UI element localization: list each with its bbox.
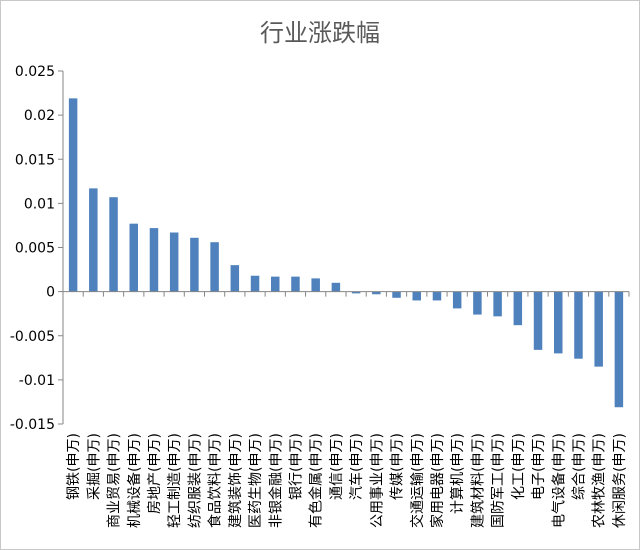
y-axis: 0.025 0.02 0.015 0.01 0.005 0 -0.005 -0.01 -0.01… xyxy=(10,64,64,433)
category-label: 通信(申万) xyxy=(329,433,345,500)
category-label: 电子(申万) xyxy=(531,433,547,500)
category-label: 银行(申万) xyxy=(288,433,304,500)
y-tick-label: 0.015 xyxy=(15,152,55,168)
chart-title: 行业涨跌幅 xyxy=(260,19,380,47)
bar xyxy=(190,237,199,292)
bar xyxy=(68,98,78,292)
y-tick-label: 0.005 xyxy=(15,241,55,257)
bar xyxy=(109,197,118,292)
category-label: 传媒(申万) xyxy=(390,433,406,500)
category-label: 国防军工(申万) xyxy=(491,433,507,528)
category-label: 交通运输(申万) xyxy=(409,433,426,528)
category-label: 轻工制造(申万) xyxy=(167,433,183,528)
y-tick-label: 0.01 xyxy=(24,196,55,212)
bar xyxy=(392,291,401,298)
category-label: 医药生物(申万) xyxy=(248,433,264,528)
category-label: 非银金融(申万) xyxy=(268,433,284,528)
category-label: 公用事业(申万) xyxy=(369,433,385,528)
bar xyxy=(129,223,138,292)
bar xyxy=(372,291,381,295)
bar xyxy=(493,291,502,317)
category-label: 建筑材料(申万) xyxy=(470,433,486,528)
bar xyxy=(271,276,280,292)
category-label: 农林牧渔(申万) xyxy=(592,433,608,528)
category-label: 计算机(申万) xyxy=(450,433,466,514)
category-label: 化工(申万) xyxy=(511,433,527,500)
bar xyxy=(533,291,543,350)
bar xyxy=(574,291,583,359)
bar xyxy=(291,276,300,292)
bar xyxy=(210,242,219,292)
y-tick-label: -0.005 xyxy=(10,329,55,345)
bar xyxy=(351,291,361,294)
category-label: 房地产(申万) xyxy=(147,433,163,514)
bar xyxy=(230,265,240,292)
x-axis xyxy=(62,291,630,297)
bars xyxy=(68,98,624,408)
category-label: 综合(申万) xyxy=(571,433,587,500)
category-label: 建筑装饰(申万) xyxy=(228,433,244,528)
y-tick-label: 0 xyxy=(46,285,55,301)
bar xyxy=(452,291,462,309)
bar xyxy=(513,291,523,326)
category-label: 机械设备(申万) xyxy=(126,433,143,528)
bar xyxy=(149,228,159,292)
bar xyxy=(169,232,179,292)
bar xyxy=(432,291,442,301)
bar xyxy=(554,291,563,354)
category-label: 家用电器(申万) xyxy=(429,433,446,528)
category-label: 有色金属(申万) xyxy=(308,433,325,528)
y-tick-label: 0.025 xyxy=(15,64,55,80)
category-label: 采掘(申万) xyxy=(86,433,102,500)
category-label: 纺织服装(申万) xyxy=(187,433,203,528)
category-label: 商业贸易(申万) xyxy=(107,433,123,528)
category-label: 汽车(申万) xyxy=(348,433,365,500)
y-tick-label: -0.015 xyxy=(10,417,55,433)
bar xyxy=(614,291,624,408)
y-tick-label: 0.02 xyxy=(24,108,55,124)
bar xyxy=(594,291,603,367)
bar xyxy=(331,282,341,292)
category-label: 钢铁(申万) xyxy=(66,433,82,500)
bar xyxy=(412,291,421,301)
category-label: 休闲服务(申万) xyxy=(612,433,628,528)
y-tick-label: -0.01 xyxy=(19,373,55,389)
bar xyxy=(473,291,482,315)
category-label: 电气设备(申万) xyxy=(550,433,567,528)
category-label: 食品饮料(申万) xyxy=(207,433,224,528)
bar xyxy=(311,278,320,292)
bar xyxy=(250,275,260,292)
category-labels: 钢铁(申万) 采掘(申万) 商业贸易(申万) 机械设备(申万) 房地产(申万) 轻工制造(… xyxy=(66,433,628,528)
bar xyxy=(89,188,98,292)
